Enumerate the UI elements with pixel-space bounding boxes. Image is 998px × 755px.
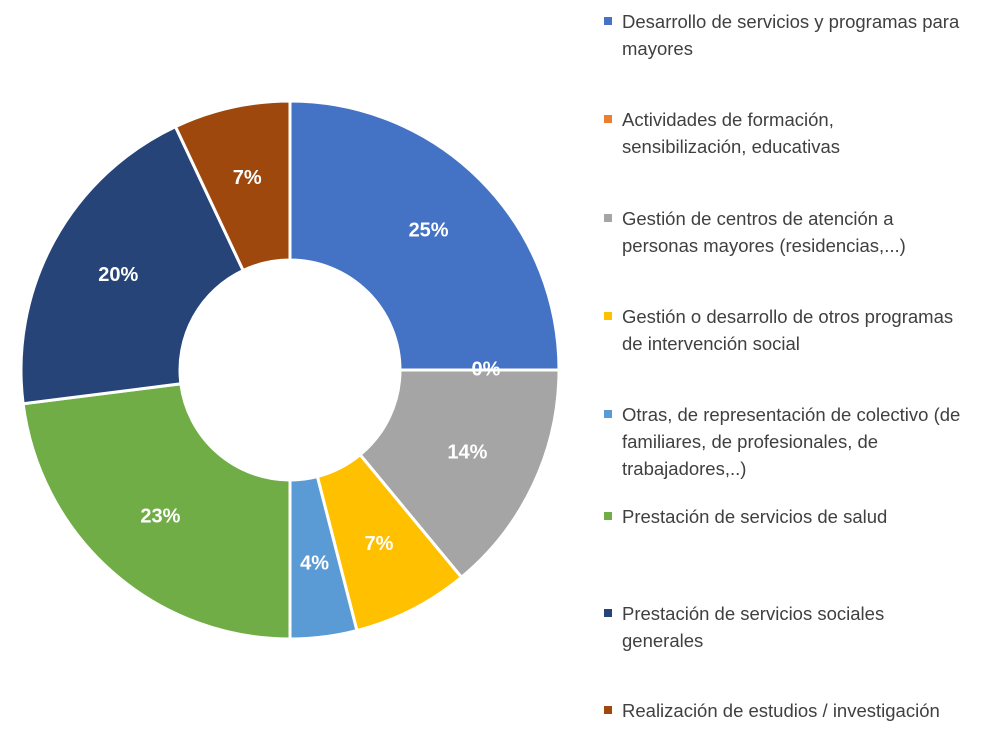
slice <box>288 99 561 372</box>
slice <box>358 368 561 580</box>
legend-item: Actividades de formación, sensibilizació… <box>604 106 962 160</box>
legend-item: Prestación de servicios sociales general… <box>604 600 962 654</box>
slice-label: 7% <box>365 533 394 555</box>
slice <box>21 382 292 641</box>
slice <box>173 99 292 273</box>
legend-label: Realización de estudios / investigación <box>622 700 940 721</box>
slice-label: 4% <box>300 553 329 575</box>
legend-item: Realización de estudios / investigación <box>604 697 962 724</box>
slice-label: 23% <box>140 505 180 527</box>
legend-label: Gestión o desarrollo de otros programas … <box>622 306 954 354</box>
legend-item: Prestación de servicios de salud <box>604 503 962 530</box>
legend-label: Actividades de formación, sensibilizació… <box>622 109 841 157</box>
legend-swatch <box>604 609 612 617</box>
legend-item: Desarrollo de servicios y programas para… <box>604 8 962 62</box>
legend-label: Prestación de servicios de salud <box>622 506 888 527</box>
legend-swatch <box>604 115 612 123</box>
legend-swatch <box>604 17 612 25</box>
legend-item: Otras, de representación de colectivo (d… <box>604 401 962 482</box>
legend-label: Gestión de centros de atención a persona… <box>622 208 906 256</box>
slice-label: 25% <box>409 220 449 242</box>
legend-swatch <box>604 312 612 320</box>
slice-label: 0% <box>472 358 501 380</box>
legend-swatch <box>604 214 612 222</box>
legend-swatch <box>604 706 612 714</box>
legend-label: Prestación de servicios sociales general… <box>622 603 885 651</box>
legend-item: Gestión de centros de atención a persona… <box>604 205 962 259</box>
legend-label: Desarrollo de servicios y programas para… <box>622 11 960 59</box>
slice-label: 14% <box>447 442 487 464</box>
legend-swatch <box>604 410 612 418</box>
slice-label: 7% <box>233 167 262 189</box>
legend-label: Otras, de representación de colectivo (d… <box>622 404 961 479</box>
slice-label: 20% <box>98 264 138 286</box>
donut: 25% 0% 14% 7% 4% 23% 20% 7% <box>19 99 561 641</box>
legend-swatch <box>604 512 612 520</box>
slice <box>19 124 246 406</box>
legend-item: Gestión o desarrollo de otros programas … <box>604 303 962 357</box>
